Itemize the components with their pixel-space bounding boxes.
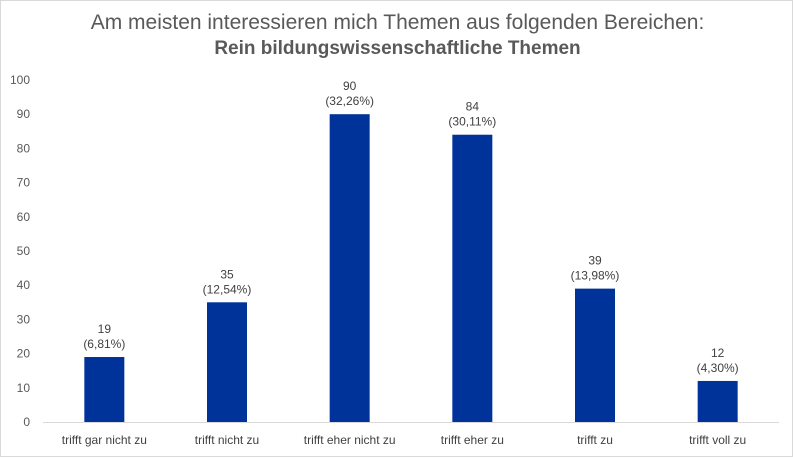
y-tick-label: 30 <box>17 312 31 326</box>
x-category-label: trifft eher nicht zu <box>304 433 396 447</box>
data-label: 19 <box>98 322 112 336</box>
data-percent-label: (4,30%) <box>697 361 739 375</box>
bar <box>329 114 370 422</box>
x-category-label: trifft voll zu <box>689 433 746 447</box>
data-percent-label: (6,81%) <box>83 337 125 351</box>
data-label: 35 <box>220 267 234 281</box>
y-tick-label: 70 <box>17 176 31 190</box>
bar <box>84 357 125 422</box>
data-percent-label: (32,26%) <box>325 94 374 108</box>
data-percent-label: (12,54%) <box>203 282 252 296</box>
y-tick-label: 90 <box>17 107 31 121</box>
bar <box>207 302 247 422</box>
bar <box>452 134 493 422</box>
data-percent-label: (13,98%) <box>571 269 620 283</box>
y-tick-label: 20 <box>17 347 31 361</box>
y-tick-label: 10 <box>17 381 31 395</box>
data-label: 90 <box>343 79 357 93</box>
y-tick-label: 0 <box>23 415 30 429</box>
x-category-label: trifft nicht zu <box>195 433 259 447</box>
y-tick-label: 60 <box>17 210 31 224</box>
x-category-label: trifft eher zu <box>441 433 504 447</box>
y-tick-label: 50 <box>17 244 31 258</box>
y-tick-label: 40 <box>17 278 31 292</box>
y-tick-label: 100 <box>10 73 30 87</box>
y-tick-label: 80 <box>17 141 31 155</box>
bar <box>575 288 615 422</box>
chart-subtitle: Rein bildungswissenschaftliche Themen <box>214 38 581 59</box>
data-label: 39 <box>588 254 602 268</box>
x-category-label: trifft gar nicht zu <box>62 433 147 447</box>
x-category-label: trifft zu <box>577 433 613 447</box>
bar <box>697 380 738 422</box>
data-label: 12 <box>711 346 725 360</box>
chart-title: Am meisten interessieren mich Themen aus… <box>90 11 705 34</box>
data-percent-label: (30,11%) <box>448 115 496 129</box>
data-label: 84 <box>466 100 480 114</box>
